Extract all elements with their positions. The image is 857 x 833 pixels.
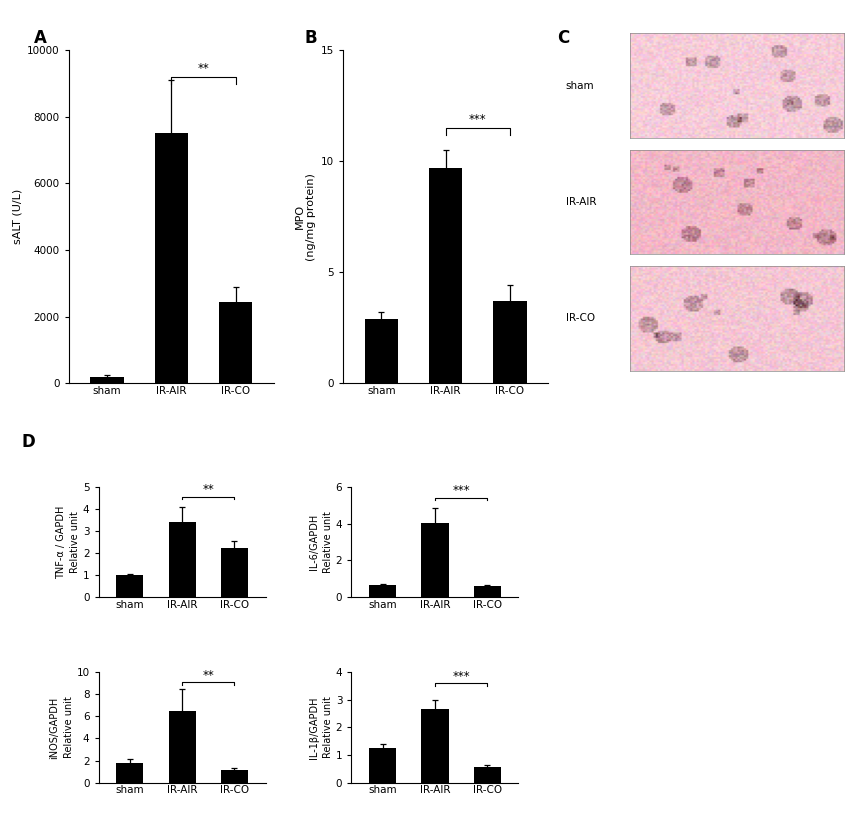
Bar: [428, 167, 463, 383]
Text: **: **: [202, 483, 214, 496]
Text: **: **: [198, 62, 209, 75]
Y-axis label: iNOS/GAPDH
Relative unit: iNOS/GAPDH Relative unit: [50, 696, 74, 759]
Bar: [169, 522, 195, 597]
Text: B: B: [304, 29, 317, 47]
Bar: [154, 133, 189, 383]
Bar: [169, 711, 195, 783]
Bar: [369, 586, 396, 597]
Y-axis label: MPO
(ng/mg protein): MPO (ng/mg protein): [295, 172, 316, 261]
Y-axis label: TNF-α / GAPDH
Relative unit: TNF-α / GAPDH Relative unit: [56, 506, 80, 579]
Bar: [221, 547, 248, 597]
Bar: [365, 319, 398, 383]
Text: sham: sham: [566, 81, 594, 91]
Bar: [221, 771, 248, 783]
Text: IR-AIR: IR-AIR: [566, 197, 596, 207]
Text: C: C: [557, 29, 569, 47]
Y-axis label: IL-1β/GAPDH
Relative unit: IL-1β/GAPDH Relative unit: [309, 696, 333, 759]
Text: D: D: [21, 433, 35, 451]
Bar: [117, 763, 143, 783]
Text: ***: ***: [452, 484, 470, 497]
Bar: [219, 302, 252, 383]
Text: A: A: [34, 29, 47, 47]
Bar: [474, 586, 500, 597]
Bar: [369, 748, 396, 783]
Bar: [474, 767, 500, 783]
Bar: [422, 523, 448, 597]
Bar: [494, 301, 526, 383]
Text: ***: ***: [452, 670, 470, 683]
Text: ***: ***: [469, 113, 487, 126]
Y-axis label: sALT (U/L): sALT (U/L): [13, 189, 23, 244]
Bar: [422, 710, 448, 783]
Bar: [91, 377, 123, 383]
Bar: [117, 575, 143, 597]
Text: **: **: [202, 669, 214, 681]
Text: IR-CO: IR-CO: [566, 313, 595, 323]
Y-axis label: IL-6/GAPDH
Relative unit: IL-6/GAPDH Relative unit: [309, 511, 333, 573]
